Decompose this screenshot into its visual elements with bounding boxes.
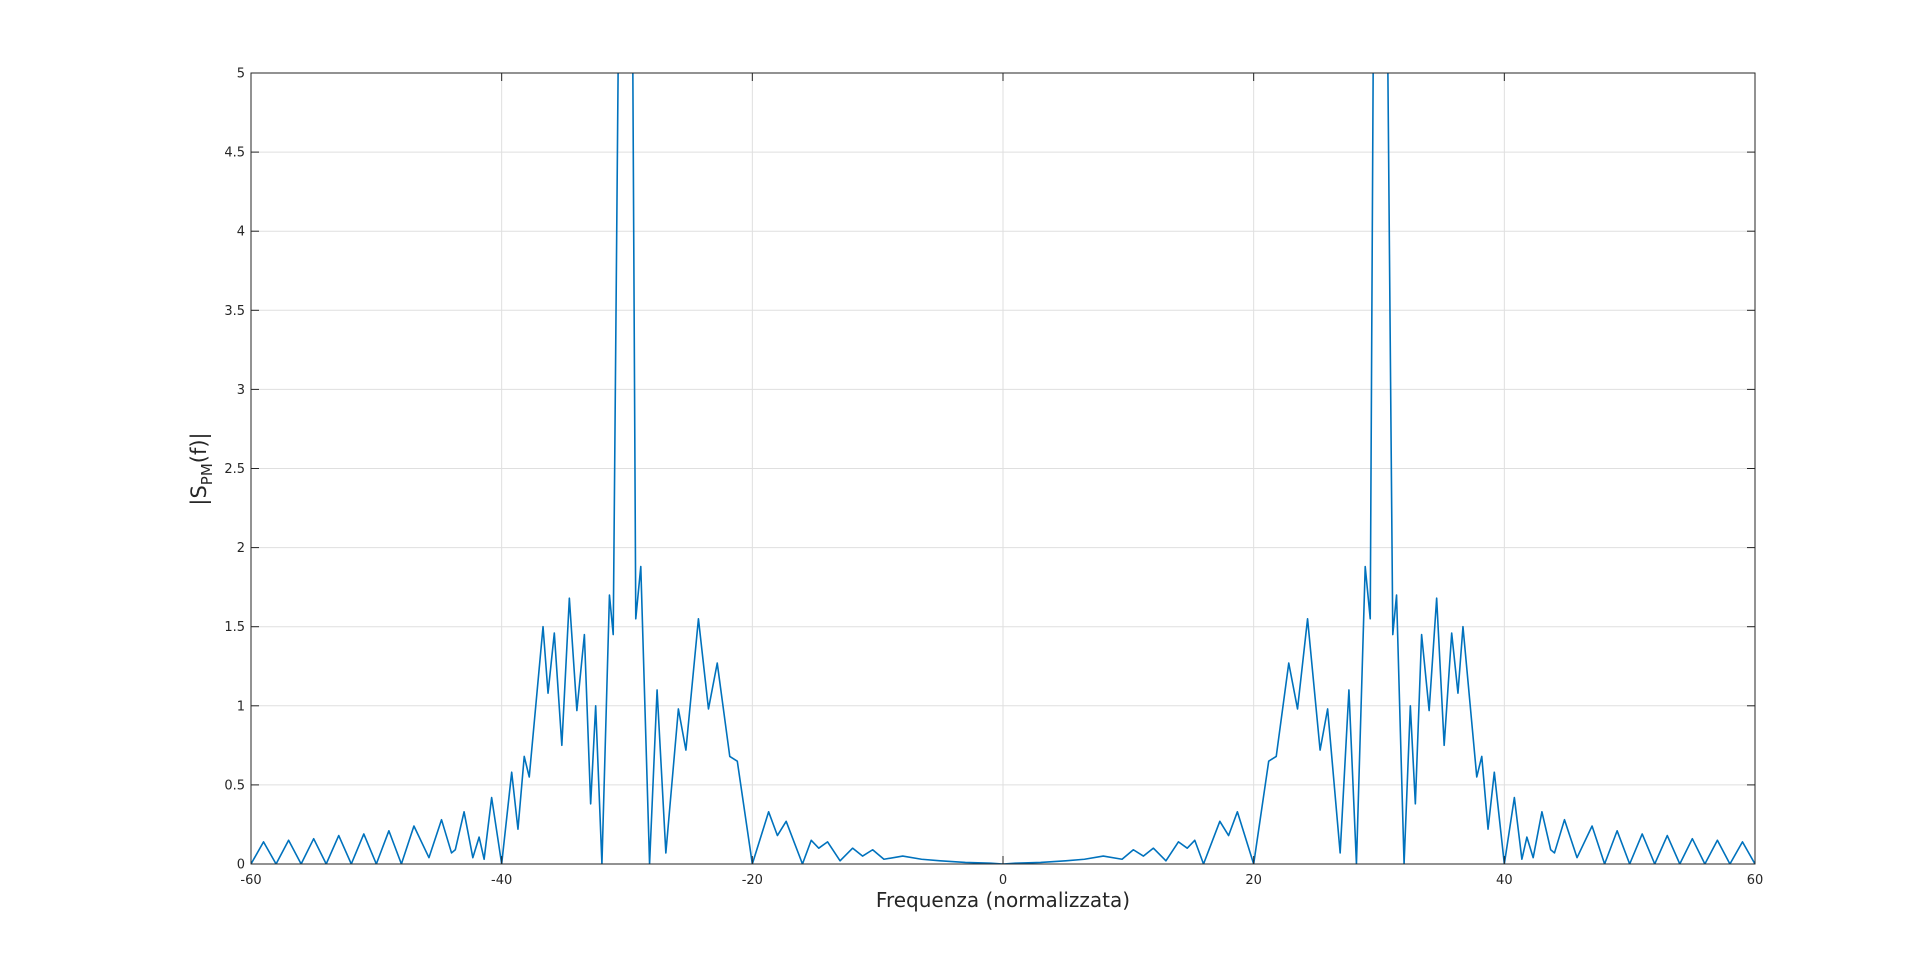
axes: -60 -40 -20 0 20 40 60 0 0.5 1 1.5 2 2.5 3 3.5 4 4.5 5 <box>224 67 1763 889</box>
y-tick-label: 4.5 <box>224 146 245 161</box>
y-axis-label: |SPM(f)| <box>187 432 216 505</box>
y-tick-label: 3.5 <box>224 304 245 319</box>
x-tick-label: 0 <box>999 873 1007 888</box>
y-tick-label: 1 <box>237 699 245 714</box>
plot <box>251 73 1755 864</box>
data-line <box>251 73 1755 864</box>
x-axis-label: Frequenza (normalizzata) <box>876 888 1130 912</box>
axes-box <box>250 72 1756 865</box>
x-tick-label: -60 <box>240 873 261 888</box>
x-tick-label: 20 <box>1245 873 1262 888</box>
y-tick-label: 3 <box>237 383 245 398</box>
y-tick-label: 1.5 <box>224 620 245 635</box>
x-tick-label: 60 <box>1747 873 1764 888</box>
y-label-sub: PM <box>198 463 216 485</box>
x-tick-label: 40 <box>1496 873 1513 888</box>
y-tick-label: 5 <box>237 67 245 82</box>
x-tick-label: -20 <box>742 873 763 888</box>
y-tick-label: 4 <box>237 225 245 240</box>
y-tick-label: 0 <box>237 858 245 873</box>
y-label-tail: (f)| <box>187 432 212 463</box>
x-tick-label: -40 <box>491 873 512 888</box>
y-tick-label: 2 <box>237 541 245 556</box>
y-tick-label: 2.5 <box>224 462 245 477</box>
y-tick-label: 0.5 <box>224 778 245 793</box>
y-label-base: |S <box>187 485 212 505</box>
